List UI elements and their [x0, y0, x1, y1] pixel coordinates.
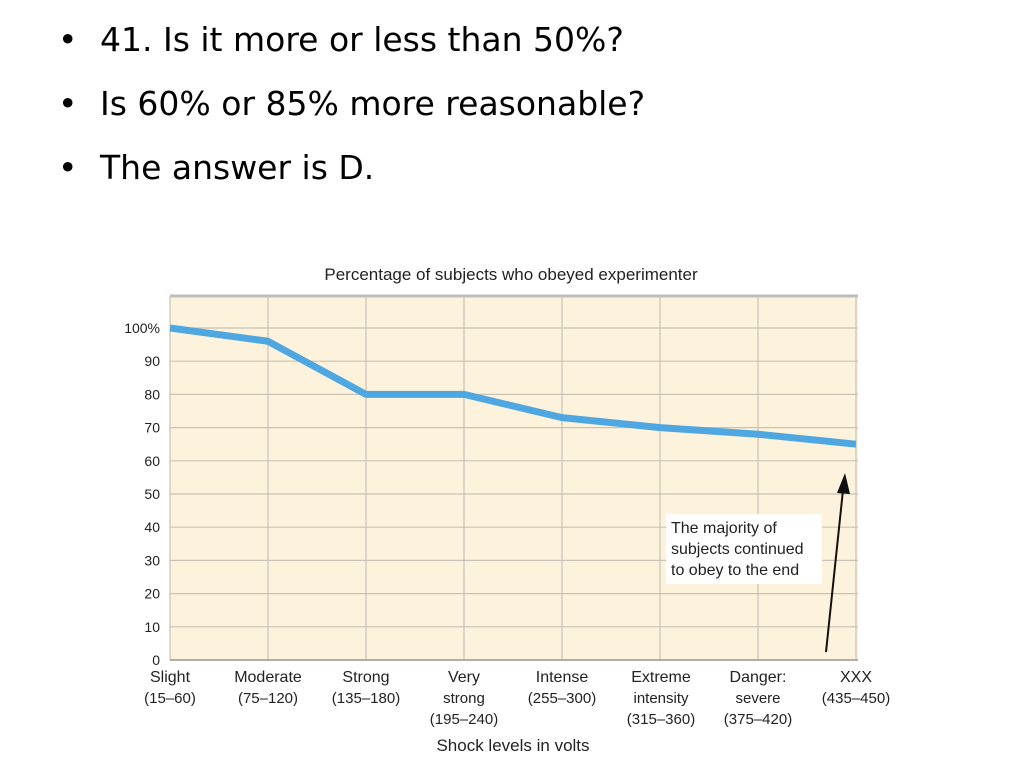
y-tick-label: 100%	[124, 320, 160, 336]
plot-background	[170, 296, 858, 660]
y-tick-label: 30	[144, 552, 160, 568]
x-axis-title: Shock levels in volts	[436, 736, 589, 755]
x-tick-label: severe	[735, 690, 780, 707]
annotation-arrowhead-icon	[837, 473, 850, 494]
x-tick-label: XXX	[840, 669, 872, 686]
chart-title: Percentage of subjects who obeyed experi…	[324, 265, 698, 284]
y-tick-label: 90	[144, 353, 160, 369]
x-tick-label: (15–60)	[144, 690, 196, 707]
x-tick-label: (435–450)	[822, 690, 890, 707]
bullet-item: • Is 60% or 85% more reasonable?	[58, 72, 645, 136]
y-tick-label: 20	[144, 586, 160, 602]
bullet-item: • 41. Is it more or less than 50%?	[58, 8, 645, 72]
bullet-dot-icon: •	[58, 84, 78, 123]
bullet-dot-icon: •	[58, 148, 78, 187]
annotation-text: subjects continued	[671, 541, 804, 558]
x-tick-label: strong	[443, 690, 485, 707]
x-tick-label: (195–240)	[430, 711, 498, 728]
bullet-list: • 41. Is it more or less than 50%? • Is 60…	[58, 8, 645, 200]
x-tick-label: (255–300)	[528, 690, 596, 707]
bullet-text: The answer is D.	[100, 148, 375, 187]
y-tick-label: 10	[144, 619, 160, 635]
y-tick-label: 40	[144, 519, 160, 535]
x-tick-label: (315–360)	[627, 711, 695, 728]
x-tick-label: intensity	[633, 690, 689, 707]
y-tick-label: 70	[144, 420, 160, 436]
bullet-dot-icon: •	[58, 20, 78, 59]
x-tick-label: Slight	[150, 669, 191, 686]
y-tick-label: 0	[152, 652, 160, 668]
x-tick-label: (375–420)	[724, 711, 792, 728]
bullet-text: 41. Is it more or less than 50%?	[100, 20, 624, 59]
y-tick-label: 60	[144, 453, 160, 469]
bullet-text: Is 60% or 85% more reasonable?	[100, 84, 646, 123]
bullet-item: • The answer is D.	[58, 136, 645, 200]
x-tick-label: Intense	[536, 669, 589, 686]
x-tick-label: (135–180)	[332, 690, 400, 707]
x-tick-label: Danger:	[730, 669, 787, 686]
y-tick-label: 80	[144, 386, 160, 402]
y-tick-label: 50	[144, 486, 160, 502]
x-tick-label: Strong	[342, 669, 389, 686]
annotation-text: to obey to the end	[671, 562, 799, 579]
annotation-arrow-line	[825, 489, 844, 653]
x-tick-label: Moderate	[234, 669, 302, 686]
x-tick-label: (75–120)	[238, 690, 298, 707]
x-tick-label: Very	[448, 669, 480, 686]
annotation-box	[666, 514, 822, 584]
annotation-text: The majority of	[671, 520, 777, 537]
x-tick-label: Extreme	[631, 669, 691, 686]
series-line	[169, 324, 857, 448]
